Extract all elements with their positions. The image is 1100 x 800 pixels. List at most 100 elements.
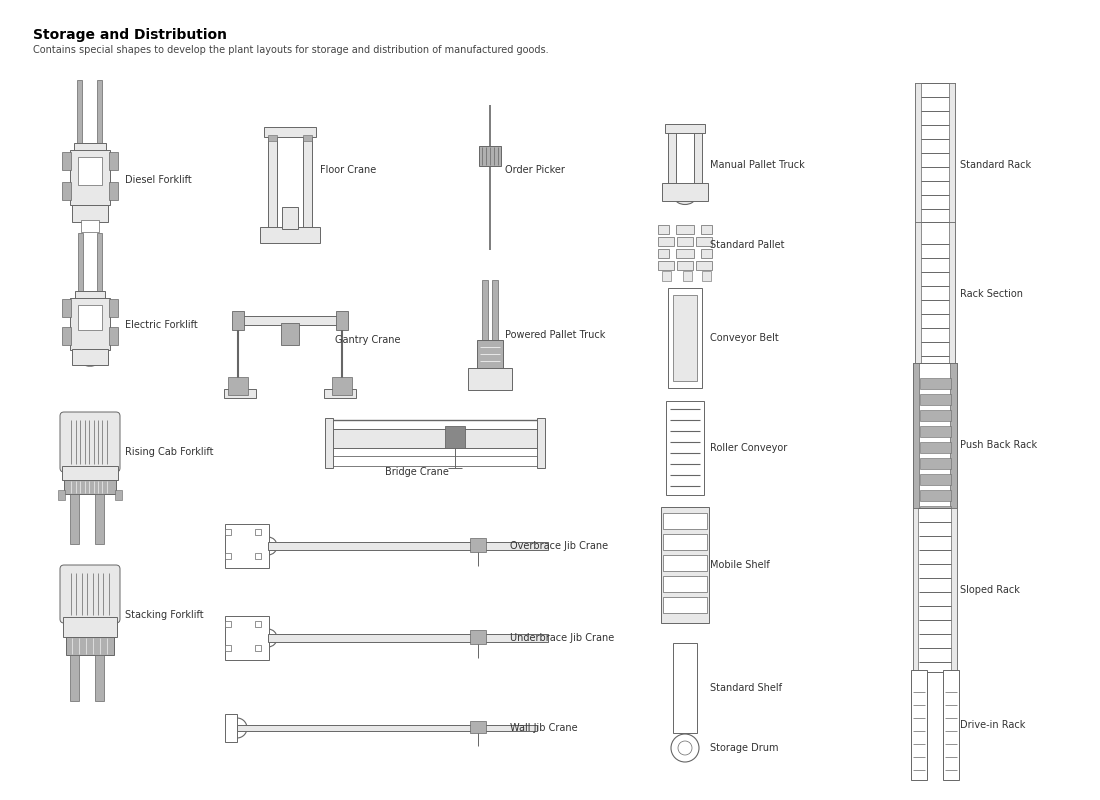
Bar — [226, 616, 270, 660]
Bar — [492, 280, 498, 340]
Bar — [913, 508, 957, 672]
Bar — [62, 327, 72, 345]
Bar — [81, 220, 99, 232]
Bar — [282, 207, 298, 229]
Bar — [676, 237, 693, 246]
Bar — [663, 513, 707, 529]
Bar — [264, 127, 316, 137]
Bar — [920, 490, 950, 501]
Text: Standard Rack: Standard Rack — [960, 160, 1031, 170]
Bar — [70, 150, 110, 205]
Bar — [920, 458, 950, 469]
Bar — [920, 474, 950, 485]
Circle shape — [227, 718, 248, 738]
Bar — [109, 299, 118, 317]
Bar — [668, 288, 702, 388]
Bar — [62, 299, 72, 317]
Text: Powered Pallet Truck: Powered Pallet Truck — [505, 330, 605, 340]
Circle shape — [258, 537, 277, 555]
Bar — [77, 80, 82, 145]
Bar — [952, 508, 957, 672]
Text: Overbrace Jib Crane: Overbrace Jib Crane — [510, 541, 608, 551]
Ellipse shape — [675, 191, 695, 205]
Text: Wall Jib Crane: Wall Jib Crane — [510, 723, 578, 733]
Bar — [226, 553, 231, 559]
Bar — [701, 225, 712, 234]
Bar — [913, 363, 920, 527]
Text: Standard Pallet: Standard Pallet — [710, 240, 784, 250]
Ellipse shape — [481, 380, 499, 390]
Bar — [470, 630, 486, 644]
Bar — [255, 553, 261, 559]
Bar — [62, 152, 72, 170]
Bar — [226, 621, 231, 627]
Text: Bridge Crane: Bridge Crane — [385, 467, 449, 477]
Bar — [324, 418, 333, 468]
Bar — [920, 410, 950, 421]
Bar — [663, 597, 707, 613]
Bar — [95, 494, 104, 544]
Bar — [324, 389, 356, 398]
Bar — [658, 249, 669, 258]
Bar — [70, 655, 79, 701]
Bar — [662, 183, 708, 201]
Bar — [62, 466, 118, 480]
Bar — [915, 83, 955, 247]
Bar — [666, 124, 705, 133]
Bar — [696, 237, 712, 246]
Bar — [701, 249, 712, 258]
Bar — [78, 157, 102, 185]
Bar — [658, 261, 674, 270]
Text: Stacking Forklift: Stacking Forklift — [125, 610, 204, 620]
Bar — [70, 298, 110, 350]
Bar — [658, 225, 669, 234]
Bar — [915, 83, 921, 247]
Bar — [683, 271, 692, 281]
Bar — [226, 645, 231, 651]
Circle shape — [678, 741, 692, 755]
Text: Rack Section: Rack Section — [960, 289, 1023, 299]
Bar — [673, 295, 697, 381]
Bar — [97, 233, 102, 293]
Bar — [949, 83, 955, 247]
Bar — [694, 128, 702, 183]
Text: Storage and Distribution: Storage and Distribution — [33, 28, 227, 42]
Bar — [666, 401, 704, 495]
Bar — [109, 152, 118, 170]
Bar — [255, 621, 261, 627]
Bar — [255, 529, 261, 535]
Bar — [662, 271, 671, 281]
Ellipse shape — [82, 358, 98, 366]
Bar — [268, 130, 277, 230]
Bar — [663, 534, 707, 550]
Bar — [676, 261, 693, 270]
Bar — [668, 128, 676, 183]
Bar — [224, 389, 256, 398]
Text: Push Back Rack: Push Back Rack — [960, 440, 1037, 450]
Bar — [255, 645, 261, 651]
Bar — [482, 280, 488, 340]
Bar — [75, 291, 104, 300]
Bar — [78, 305, 102, 330]
Text: Storage Drum: Storage Drum — [710, 743, 779, 753]
Bar — [268, 634, 548, 642]
Bar — [72, 205, 108, 222]
Text: Diesel Forklift: Diesel Forklift — [125, 175, 191, 185]
Text: Order Picker: Order Picker — [505, 165, 565, 175]
Bar — [228, 377, 248, 395]
Bar — [70, 494, 79, 544]
Circle shape — [258, 629, 277, 647]
Bar — [477, 340, 503, 370]
Bar — [696, 261, 712, 270]
Text: Mobile Shelf: Mobile Shelf — [710, 560, 770, 570]
Bar — [72, 349, 108, 365]
Text: Underbrace Jib Crane: Underbrace Jib Crane — [510, 633, 614, 643]
Bar — [260, 227, 320, 243]
Text: Manual Pallet Truck: Manual Pallet Truck — [710, 160, 805, 170]
Bar — [66, 637, 114, 655]
Bar — [468, 368, 512, 390]
Bar — [950, 363, 957, 527]
Bar — [470, 538, 486, 552]
Bar — [268, 135, 277, 141]
Text: Conveyor Belt: Conveyor Belt — [710, 333, 779, 343]
